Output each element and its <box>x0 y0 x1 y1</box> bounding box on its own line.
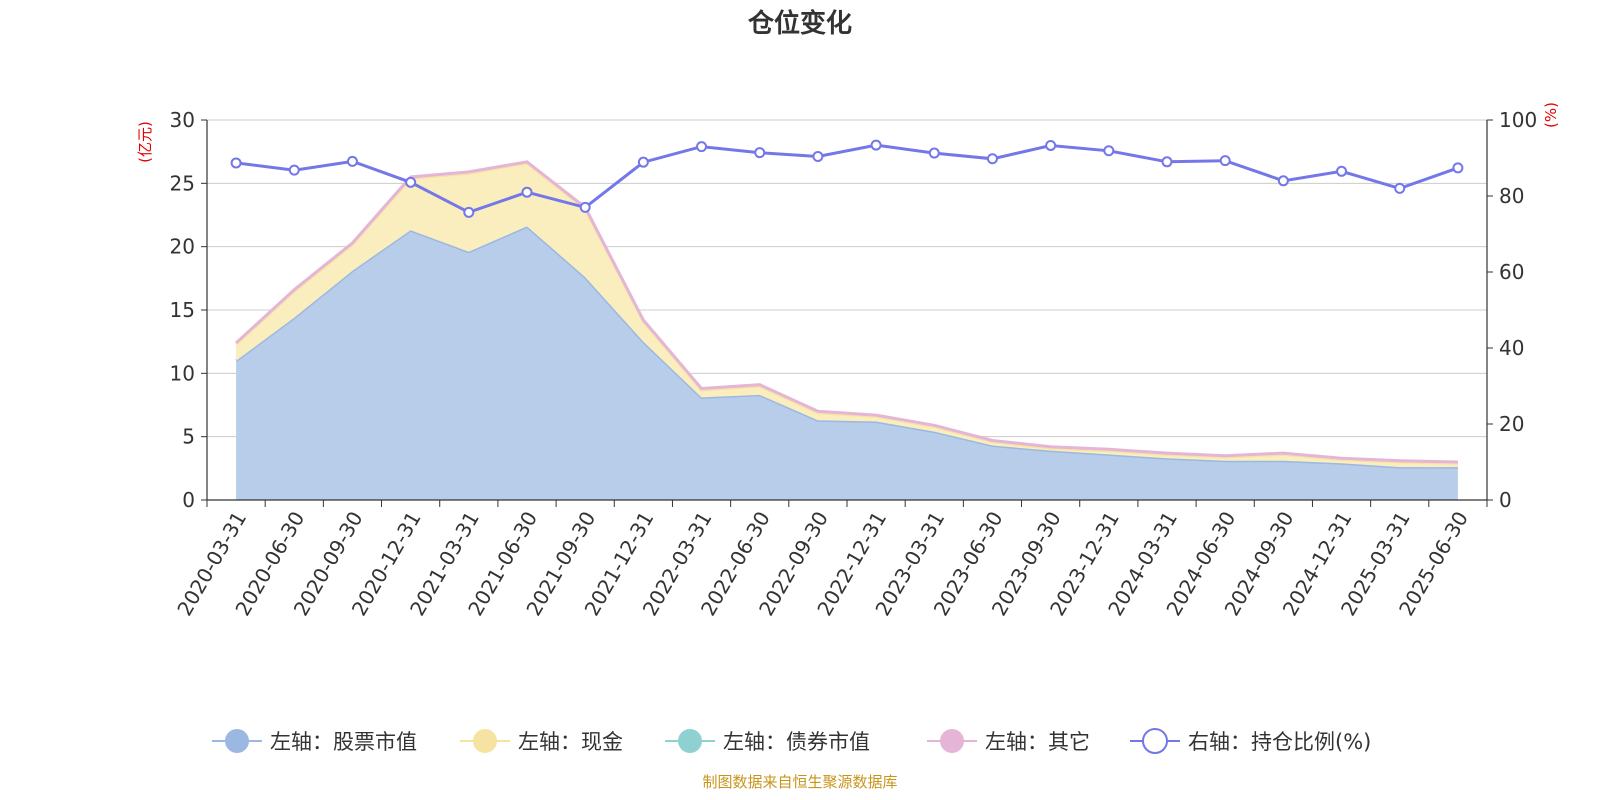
ratio-point <box>637 156 649 168</box>
left-tick-label: 25 <box>170 171 195 195</box>
right-tick-label: 100 <box>1499 108 1537 132</box>
left-tick-label: 15 <box>170 298 195 322</box>
ratio-point <box>754 147 766 159</box>
ratio-point <box>1161 156 1173 168</box>
ratio-point <box>405 176 417 188</box>
ratio-line-path <box>235 143 1459 214</box>
left-tick-label: 20 <box>170 235 195 259</box>
ratio-point <box>928 147 940 159</box>
legend-marker <box>940 729 964 753</box>
ratio-point <box>1452 162 1464 174</box>
ratio-point <box>1045 139 1057 151</box>
legend-label: 左轴：股票市值 <box>270 730 417 754</box>
right-tick-label: 60 <box>1499 260 1524 284</box>
left-tick-label: 5 <box>182 425 195 449</box>
left-axis-unit: (亿元) <box>136 121 154 163</box>
left-tick-label: 30 <box>170 108 195 132</box>
right-tick-label: 0 <box>1499 488 1512 512</box>
legend-marker <box>473 729 497 753</box>
ratio-point <box>986 153 998 165</box>
right-axis-unit: (%) <box>1542 102 1560 128</box>
ratio-line <box>230 139 1464 218</box>
ratio-point <box>463 206 475 218</box>
area-#9ab8e2 <box>236 226 1458 500</box>
legend-label: 左轴：债券市值 <box>723 730 870 754</box>
right-tick-label: 20 <box>1499 412 1524 436</box>
legend-label: 右轴：持仓比例(%) <box>1188 730 1371 754</box>
ratio-point <box>1277 175 1289 187</box>
legend: 左轴：股票市值 左轴：现金 左轴：债券市值 左轴：其它 右轴：持仓比例(%) <box>212 728 1371 754</box>
source-note: 制图数据来自恒生聚源数据库 <box>702 773 897 791</box>
legend-marker <box>1142 728 1168 754</box>
ratio-point <box>812 150 824 162</box>
ratio-point <box>1394 182 1406 194</box>
left-tick-label: 0 <box>182 488 195 512</box>
legend-label: 左轴：现金 <box>518 730 623 754</box>
legend-label: 左轴：其它 <box>985 730 1090 754</box>
right-tick-label: 80 <box>1499 184 1524 208</box>
legend-marker <box>225 729 249 753</box>
chart-title: 仓位变化 <box>747 8 852 39</box>
ratio-point <box>1219 155 1231 167</box>
ratio-point <box>696 141 708 153</box>
ratio-point <box>521 186 533 198</box>
areas <box>235 160 1458 500</box>
ratio-point <box>288 164 300 176</box>
legend-marker <box>678 729 702 753</box>
ratio-point <box>346 155 358 167</box>
ratio-point <box>1336 165 1348 177</box>
area-edge <box>235 160 1458 464</box>
ratio-point <box>579 201 591 213</box>
right-tick-label: 40 <box>1499 336 1524 360</box>
left-tick-label: 10 <box>170 361 195 385</box>
ratio-point <box>870 139 882 151</box>
ratio-point <box>1103 145 1115 157</box>
ratio-point <box>230 157 242 169</box>
